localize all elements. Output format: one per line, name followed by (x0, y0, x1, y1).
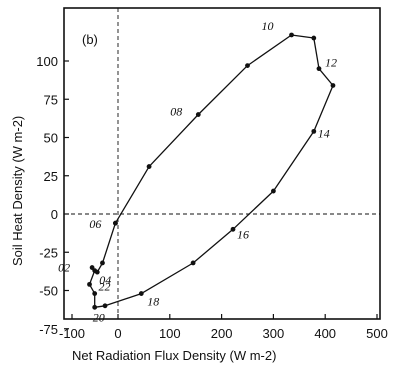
y-tick-label: 0 (51, 207, 58, 222)
data-point (146, 164, 152, 169)
y-tick-label: -50 (39, 284, 58, 299)
x-tick-label: 100 (159, 326, 181, 341)
series-line (88, 34, 334, 308)
hour-label: 20 (93, 310, 105, 324)
y-axis-title: Soil Heat Density (W m-2) (10, 116, 25, 266)
data-point (316, 66, 322, 72)
reference-lines (64, 8, 380, 319)
data-series (87, 32, 336, 310)
hour-label: 02 (58, 261, 70, 275)
data-point (190, 260, 196, 266)
hour-label: 04 (99, 273, 111, 287)
x-tick-label: 200 (211, 326, 233, 341)
y-tick-label: 75 (44, 92, 58, 107)
axis-ticks: -100 0 100 200 300 400 500 -75 -50 -25 0 25 50 75 100 (36, 54, 388, 341)
panel-label: (b) (82, 32, 98, 47)
y-tick-label: 25 (44, 169, 58, 184)
hour-label: 08 (170, 105, 182, 119)
x-tick-label: 0 (114, 326, 121, 341)
hour-label: 16 (237, 227, 249, 241)
x-tick-label: 500 (366, 326, 388, 341)
data-point (330, 83, 336, 88)
hour-label: 12 (325, 56, 337, 70)
hour-label: 18 (147, 295, 159, 309)
data-point (138, 291, 144, 296)
hour-label: 14 (318, 126, 330, 140)
y-tick-label: -75 (39, 322, 58, 337)
x-tick-label: 400 (314, 326, 336, 341)
y-tick-label: 100 (36, 54, 58, 69)
data-point (245, 63, 250, 68)
data-point (195, 112, 201, 117)
data-point (102, 303, 108, 309)
data-point (311, 35, 317, 41)
data-point (89, 265, 95, 270)
hour-label: 10 (262, 19, 274, 33)
data-point (113, 220, 118, 226)
hour-label: 22 (99, 279, 111, 293)
data-point (94, 269, 100, 275)
data-point (289, 32, 294, 38)
data-point (230, 226, 236, 232)
y-tick-label: -25 (39, 245, 58, 260)
data-point (87, 281, 92, 287)
hour-labels: 06 08 10 12 14 16 18 20 22 02 04 (58, 19, 337, 324)
hour-label: 06 (89, 217, 101, 231)
x-tick-label: 300 (263, 326, 285, 341)
data-point (100, 260, 105, 266)
data-point (311, 128, 317, 134)
x-tick-label: -100 (59, 326, 85, 341)
data-point (271, 188, 276, 194)
data-point (92, 291, 98, 296)
plot-frame (63, 7, 381, 320)
data-point (92, 304, 98, 310)
x-axis-title: Net Radiation Flux Density (W m-2) (72, 348, 276, 363)
y-tick-label: 50 (44, 131, 58, 146)
